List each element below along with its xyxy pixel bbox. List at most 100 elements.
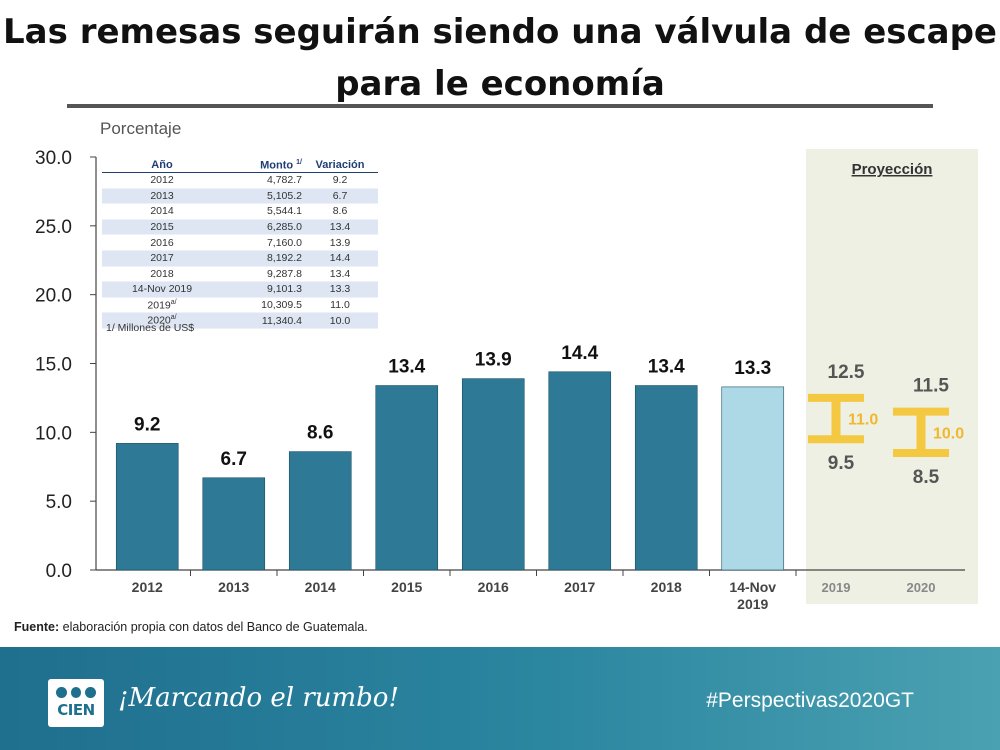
table-cell-year: 2020a/ xyxy=(102,312,222,329)
table-header-year: Año xyxy=(102,158,222,173)
table-year-text: 2016 xyxy=(150,236,174,249)
table-year-sup: a/ xyxy=(170,314,177,322)
table-row: 2013 5,105.2 6.7 xyxy=(102,188,378,205)
table-cell-monto: 6,285.0 xyxy=(222,219,302,236)
bar-value-label: 8.6 xyxy=(307,423,333,444)
chart-panel: Proyección Porcentaje 0.0 5.0 10.0 15.0 20.0 25… xyxy=(20,113,980,613)
y-tick-label: 5.0 xyxy=(46,492,72,513)
table-cell-variacion: 8.6 xyxy=(302,203,378,220)
table-year-text: 14-Nov 2019 xyxy=(131,283,193,296)
bar-value-label: 13.9 xyxy=(475,350,512,371)
table-row: 2016 7,160.0 13.9 xyxy=(102,234,378,251)
projection-low-label: 9.5 xyxy=(828,453,855,474)
projection-high-label: 11.5 xyxy=(913,376,949,397)
projection-mid-label: 11.0 xyxy=(848,412,878,429)
x-tick-label: 2012 xyxy=(132,579,163,595)
table-row: 2017 8,192.2 14.4 xyxy=(102,250,378,267)
table-cell-year: 2019a/ xyxy=(102,297,222,314)
y-tick-label: 30.0 xyxy=(35,148,72,169)
bar-value-label: 13.3 xyxy=(734,358,771,379)
footer-banner: CIEN ¡Marcando el rumbo! #Perspectivas20… xyxy=(0,647,1000,750)
bar-value-label: 6.7 xyxy=(221,449,247,470)
footer-hashtag: #Perspectivas2020GT xyxy=(706,689,914,712)
table-cell-monto: 5,105.2 xyxy=(222,188,302,205)
table-row: 2019a/10,309.5 11.0 xyxy=(102,297,378,314)
table-year-text: 2013 xyxy=(150,189,174,202)
bar-value-label: 9.2 xyxy=(134,414,160,435)
cien-logo: CIEN xyxy=(48,679,104,727)
x-tick-label: 2019 xyxy=(737,596,768,612)
bar-value-label: 14.4 xyxy=(561,343,598,364)
table-year-text: 2018 xyxy=(150,267,174,280)
x-tick-label: 2015 xyxy=(391,579,422,595)
table-cell-variacion: 13.3 xyxy=(302,281,378,298)
projection-mid-label: 10.0 xyxy=(933,425,964,442)
table-footnote: 1/ Millones de US$ xyxy=(106,322,195,334)
table-cell-variacion: 11.0 xyxy=(302,297,378,314)
y-tick-label: 25.0 xyxy=(35,217,72,238)
y-tick-label: 15.0 xyxy=(35,355,72,376)
table-cell-monto: 11,340.4 xyxy=(222,312,302,329)
projection-low-label: 8.5 xyxy=(913,467,940,488)
source-note: Fuente: elaboración propia con datos del… xyxy=(14,620,368,634)
projection-label: Proyección xyxy=(852,161,933,178)
table-row: 2015 6,285.0 13.4 xyxy=(102,219,378,236)
bar-value-label: 13.4 xyxy=(648,357,685,378)
table-year-sup: a/ xyxy=(170,298,177,306)
bar xyxy=(461,378,525,571)
table-year-text: 2017 xyxy=(150,252,174,265)
table-row: 2018 9,287.8 13.4 xyxy=(102,266,378,283)
bar xyxy=(115,443,179,571)
bar xyxy=(202,477,266,571)
table-cell-year: 2012 xyxy=(102,172,222,189)
table-cell-monto: 10,309.5 xyxy=(222,297,302,314)
y-tick-label: 10.0 xyxy=(35,423,72,444)
table-cell-variacion: 13.9 xyxy=(302,234,378,251)
table-row: 2012 4,782.7 9.2 xyxy=(102,172,378,189)
source-prefix: Fuente: xyxy=(14,620,60,634)
bar xyxy=(634,385,698,571)
table-header-monto-sup: 1/ xyxy=(296,158,302,166)
table-year-text: 2019 xyxy=(147,299,171,312)
x-tick-label: 2018 xyxy=(651,579,682,595)
title-divider xyxy=(67,104,933,108)
logo-dots-icon xyxy=(56,687,97,699)
table-cell-monto: 5,544.1 xyxy=(222,203,302,220)
table-cell-year: 2016 xyxy=(102,234,222,251)
x-tick-label: 2013 xyxy=(218,579,249,595)
table-row: 14-Nov 2019 9,101.3 13.3 xyxy=(102,281,378,298)
table-cell-year: 14-Nov 2019 xyxy=(102,281,222,298)
table-header-monto: Monto 1/ xyxy=(222,158,302,173)
projection-high-label: 12.5 xyxy=(828,362,865,383)
x-tick-label: 2014 xyxy=(305,579,336,595)
projection-background xyxy=(806,149,978,604)
table-cell-monto: 8,192.2 xyxy=(222,250,302,267)
table-cell-variacion: 10.0 xyxy=(302,312,378,329)
remittance-bar-chart: Proyección Porcentaje 0.0 5.0 10.0 15.0 20.0 25… xyxy=(35,119,978,612)
y-tick-label: 0.0 xyxy=(46,561,72,582)
table-cell-variacion: 13.4 xyxy=(302,266,378,283)
table-cell-variacion: 9.2 xyxy=(302,172,378,189)
x-tick-label: 2020 xyxy=(907,580,936,595)
logo-text: CIEN xyxy=(57,701,95,719)
table-cell-variacion: 14.4 xyxy=(302,250,378,267)
table-cell-monto: 9,101.3 xyxy=(222,281,302,298)
table-cell-year: 2018 xyxy=(102,266,222,283)
x-tick-label: 2016 xyxy=(478,579,509,595)
bar xyxy=(288,451,352,571)
table-cell-year: 2013 xyxy=(102,188,222,205)
slide-title: Las remesas seguirán siendo una válvula … xyxy=(3,12,997,104)
x-tick-label: 14-Nov xyxy=(729,579,776,595)
remittance-data-table: Año Monto 1/ Variación 2012 4,782.7 9.2 201… xyxy=(102,158,378,329)
x-tick-label: 2017 xyxy=(564,579,595,595)
bar xyxy=(375,385,439,571)
y-tick-label: 20.0 xyxy=(35,286,72,307)
table-cell-year: 2014 xyxy=(102,203,222,220)
table-year-text: 2014 xyxy=(150,205,174,218)
table-year-text: 2015 xyxy=(150,221,174,234)
y-axis-label: Porcentaje xyxy=(100,119,181,138)
table-row: 2014 5,544.1 8.6 xyxy=(102,203,378,220)
table-header-monto-label: Monto xyxy=(260,159,294,172)
table-header-variacion: Variación xyxy=(302,158,378,173)
table-cell-year: 2015 xyxy=(102,219,222,236)
